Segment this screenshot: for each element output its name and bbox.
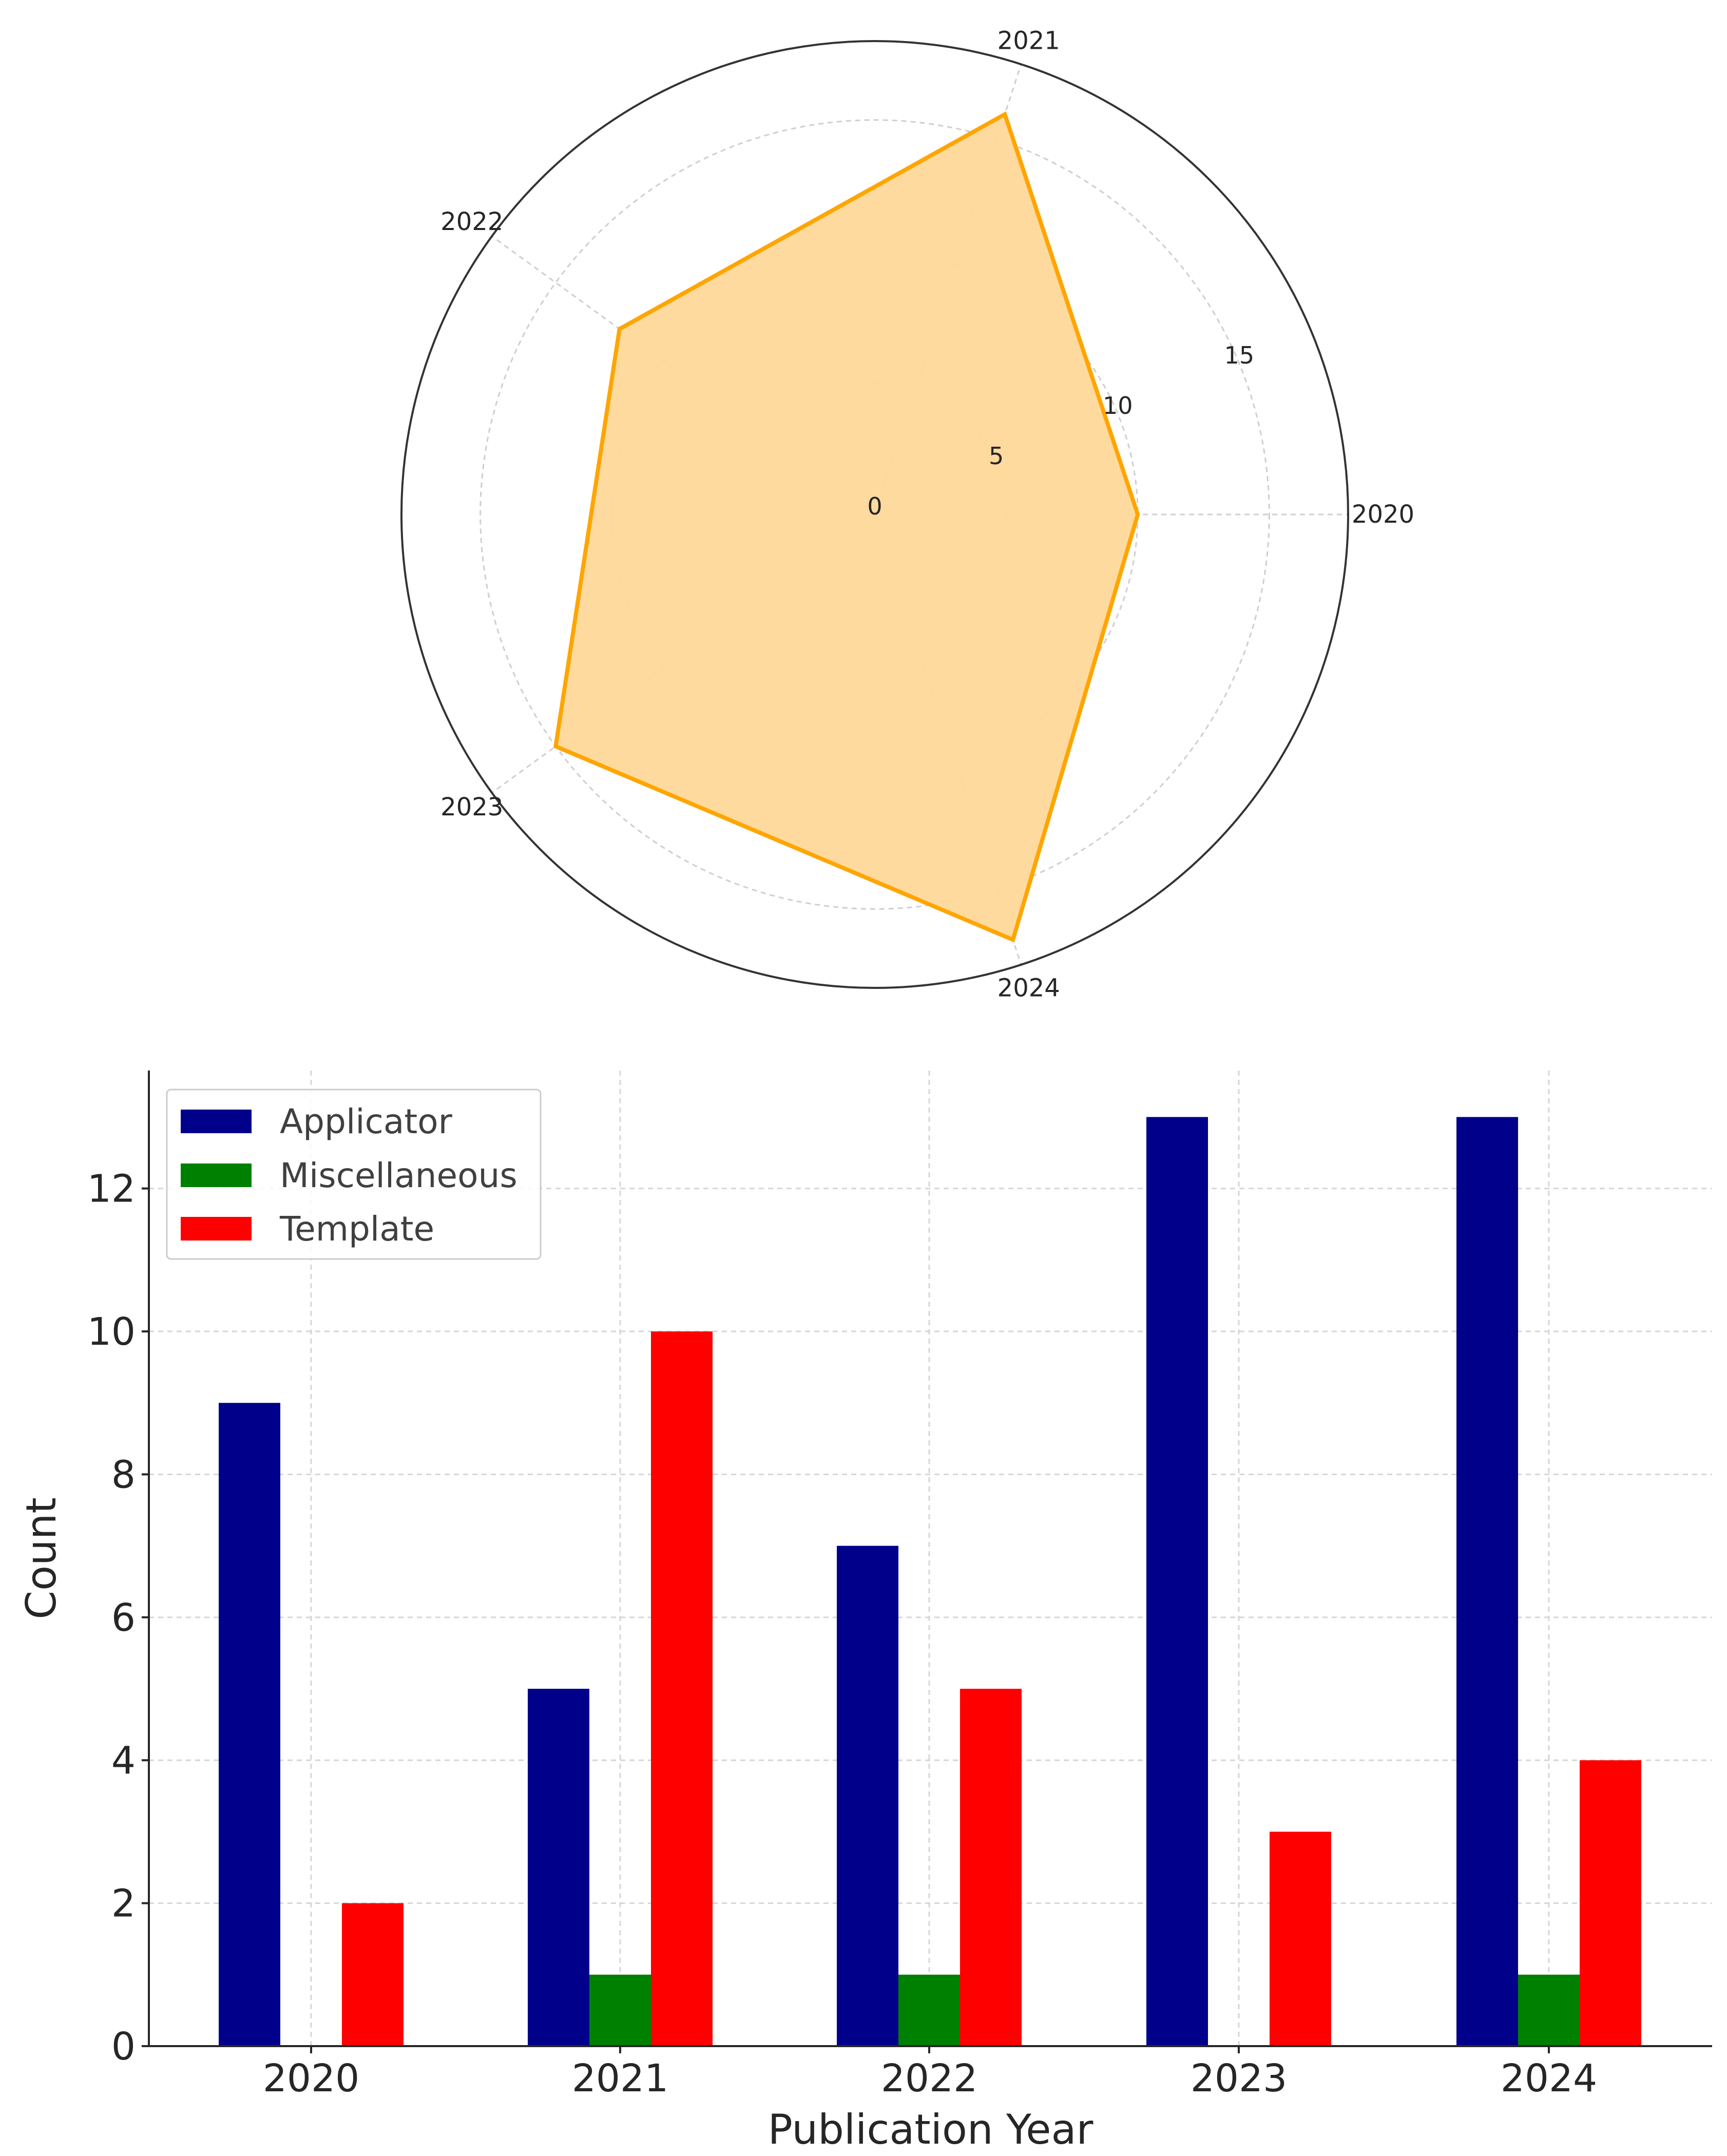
- radar-category-label: 2021: [997, 26, 1060, 55]
- bar-marks: [142, 1117, 1641, 2053]
- radar-chart: 0 5 10 15 2020 2021 2022 2023 2024: [400, 26, 1414, 1003]
- y-tick-label: 8: [111, 1453, 136, 1497]
- radar-r-tick-label: 0: [867, 492, 882, 520]
- bar-applicator: [837, 1546, 898, 2046]
- radar-category-label: 2020: [1352, 500, 1414, 529]
- legend-label-applicator: Applicator: [280, 1102, 453, 1141]
- bar-applicator: [1146, 1117, 1208, 2046]
- y-axis-label: Count: [17, 1497, 65, 1619]
- legend-swatch-applicator: [181, 1110, 252, 1133]
- radar-category-label: 2022: [440, 207, 503, 236]
- y-tick-label: 4: [111, 1739, 136, 1783]
- bar-miscellaneous: [898, 1974, 960, 2046]
- bar-template: [342, 1903, 404, 2046]
- bar-applicator: [528, 1689, 589, 2046]
- bar-miscellaneous: [589, 1974, 651, 2046]
- y-tick-label: 12: [87, 1167, 136, 1211]
- x-tick-label: 2024: [1501, 2056, 1597, 2101]
- y-tick-label: 0: [111, 2025, 136, 2069]
- legend-swatch-miscellaneous: [181, 1163, 252, 1187]
- radar-r-tick-label: 15: [1224, 341, 1255, 369]
- bar-y-tick-labels: 0 2 4 6 8 10 12: [87, 1167, 136, 2069]
- radar-r-tick-label: 10: [1103, 392, 1133, 419]
- x-tick-label: 2023: [1191, 2056, 1287, 2101]
- radar-category-labels: 2020 2021 2022 2023 2024: [440, 26, 1414, 1002]
- legend-box: [166, 1089, 542, 1260]
- bar-template: [1270, 1831, 1331, 2046]
- x-tick-label: 2020: [263, 2056, 359, 2101]
- x-axis-label: Publication Year: [768, 2106, 1093, 2153]
- bar-x-tick-labels: 2020 2021 2022 2023 2024: [263, 2056, 1597, 2101]
- legend: Applicator Miscellaneous Template: [166, 1089, 542, 1260]
- radar-category-label: 2023: [440, 793, 503, 822]
- x-tick-label: 2021: [572, 2056, 668, 2101]
- y-tick-label: 6: [111, 1596, 136, 1640]
- radar-category-label: 2024: [997, 974, 1060, 1003]
- bar-applicator: [219, 1403, 280, 2046]
- radar-radial-tick-labels: 0 5 10 15: [867, 341, 1254, 520]
- legend-label-template: Template: [279, 1209, 434, 1249]
- x-tick-label: 2022: [881, 2056, 977, 2101]
- radar-grid-circle: [479, 119, 1270, 910]
- bar-applicator: [1456, 1117, 1518, 2046]
- bar-template: [1580, 1760, 1641, 2046]
- y-tick-label: 2: [111, 1882, 136, 1926]
- bar-template: [651, 1331, 713, 2046]
- y-tick-label: 10: [87, 1310, 136, 1354]
- legend-label-miscellaneous: Miscellaneous: [280, 1156, 517, 1195]
- bar-miscellaneous: [1518, 1974, 1580, 2046]
- legend-swatch-template: [181, 1217, 252, 1241]
- bar-template: [960, 1689, 1022, 2046]
- bar-chart: 0 2 4 6 8 10 12 2020 2021 2022 2023 2024…: [17, 1071, 1712, 2153]
- radar-series-area: [553, 111, 1140, 943]
- radar-r-tick-label: 5: [989, 442, 1004, 470]
- radar-outer-frame: [400, 40, 1349, 989]
